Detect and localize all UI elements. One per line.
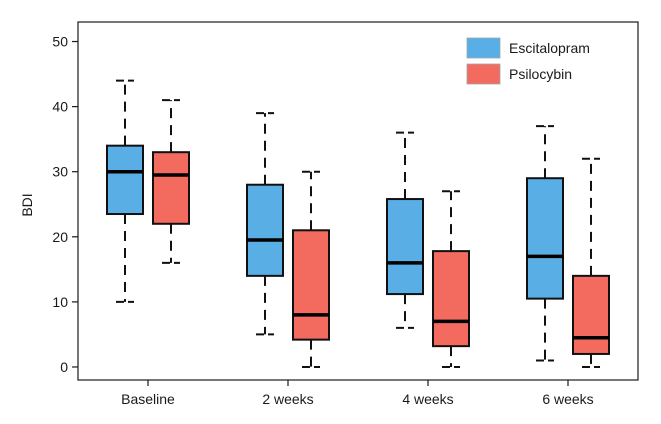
y-axis: 0 10 20 30 40 50 [52, 34, 78, 375]
box-series [152, 99, 610, 368]
iqr-box [246, 183, 284, 277]
legend-label: Psilocybin [509, 66, 572, 82]
x-tick-label: 6 weeks [542, 391, 593, 407]
iqr-box [526, 177, 564, 300]
y-tick-label: 20 [52, 229, 68, 245]
y-tick-label: 10 [52, 294, 68, 310]
y-tick-label: 50 [52, 34, 68, 50]
x-tick-label: 2 weeks [262, 391, 313, 407]
box [526, 125, 564, 362]
iqr-box [292, 229, 330, 341]
box [106, 79, 144, 303]
y-tick-label: 40 [52, 99, 68, 115]
box [246, 112, 284, 336]
legend-swatch [466, 37, 501, 59]
iqr-box [106, 144, 144, 216]
box [386, 131, 424, 329]
box [152, 99, 190, 264]
legend-swatch [466, 63, 501, 85]
iqr-box [572, 274, 610, 355]
x-axis: Baseline 2 weeks 4 weeks 6 weeks [121, 380, 594, 407]
x-tick-label: Baseline [121, 391, 175, 407]
y-tick-label: 0 [60, 359, 68, 375]
y-tick-label: 30 [52, 164, 68, 180]
iqr-box [152, 151, 190, 225]
y-axis-label: BDI [19, 193, 35, 216]
box [432, 190, 470, 368]
legend: Escitalopram Psilocybin [466, 37, 590, 85]
box [572, 157, 610, 368]
legend-item: Escitalopram [466, 37, 590, 59]
legend-item: Psilocybin [466, 63, 572, 85]
box [292, 170, 330, 368]
iqr-box [432, 250, 470, 348]
plot-frame [77, 21, 639, 381]
x-tick-label: 4 weeks [402, 391, 453, 407]
box-series-group [106, 79, 610, 368]
iqr-box [386, 198, 424, 296]
box-series [106, 79, 564, 362]
legend-label: Escitalopram [509, 40, 590, 56]
